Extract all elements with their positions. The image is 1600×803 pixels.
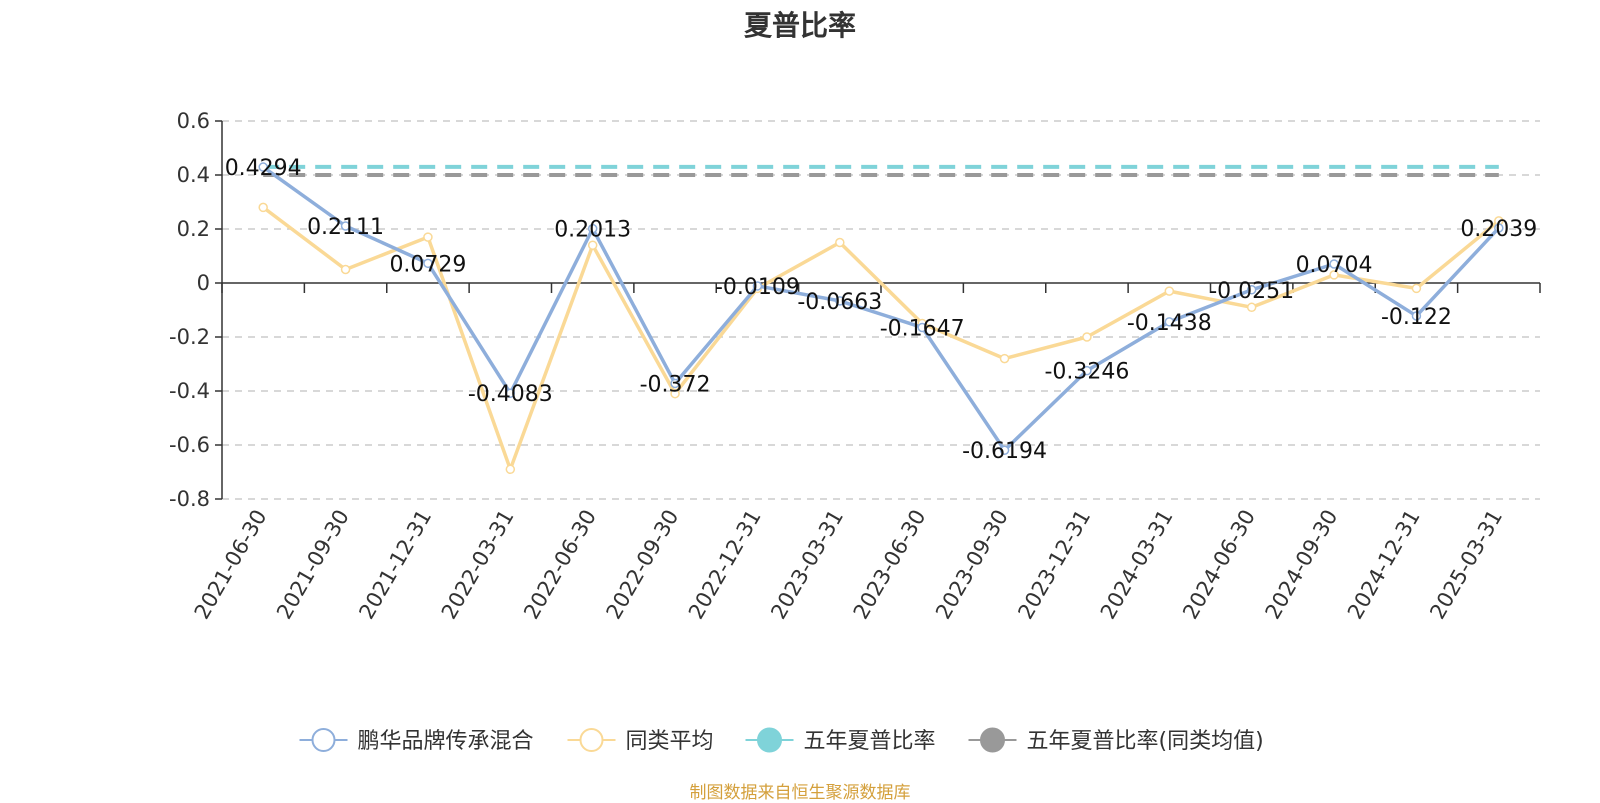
x-tick-label: 2025-03-31 — [1425, 506, 1507, 624]
x-tick-label: 2024-03-31 — [1096, 506, 1178, 624]
data-point — [1329, 259, 1339, 269]
x-tick-label: 2024-12-31 — [1343, 506, 1425, 624]
legend-label: 五年夏普比率 — [804, 729, 936, 754]
y-tick-label: -0.4 — [169, 379, 210, 403]
legend-item[interactable]: 五年夏普比率 — [745, 727, 936, 754]
y-tick-label: -0.6 — [169, 433, 210, 457]
data-point — [1082, 365, 1092, 376]
data-label: -0.1438 — [1127, 311, 1212, 336]
legend-item[interactable]: 五年夏普比率(同类均值) — [968, 727, 1264, 754]
data-point — [1246, 302, 1257, 313]
data-point — [423, 258, 433, 269]
data-point — [835, 296, 845, 306]
series-line — [262, 165, 1501, 452]
legend-marker — [579, 728, 604, 752]
x-tick-label: 2023-09-30 — [931, 506, 1013, 624]
data-point — [340, 264, 351, 275]
y-tick-label: -0.8 — [169, 487, 210, 511]
data-point — [258, 202, 268, 213]
data-point — [1164, 286, 1175, 296]
x-tick-label: 2021-06-30 — [190, 506, 272, 624]
data-point — [917, 322, 927, 333]
data-point — [423, 232, 433, 242]
data-point — [1411, 283, 1422, 294]
legend-label: 鹏华品牌传承混合 — [358, 729, 534, 754]
series-line — [262, 206, 1500, 472]
x-tick-label: 2023-06-30 — [849, 506, 931, 624]
legend-marker — [311, 728, 336, 752]
chart-title: 夏普比率 — [743, 9, 856, 42]
x-tick-label: 2022-09-30 — [602, 506, 684, 624]
grid-lines — [222, 120, 1540, 500]
legend[interactable]: 鹏华品牌传承混合 同类平均 五年夏普比率 五年夏普比率(同类均值) — [299, 727, 1264, 754]
data-point — [835, 237, 845, 248]
data-label: 0.2039 — [1460, 217, 1537, 242]
y-tick-label: 0.4 — [177, 163, 210, 187]
x-tick-label: 2024-09-30 — [1261, 506, 1343, 624]
data-point — [587, 240, 598, 250]
legend-label: 五年夏普比率(同类均值) — [1027, 729, 1264, 754]
legend-marker — [757, 727, 782, 753]
x-tick-label: 2023-12-31 — [1013, 506, 1095, 624]
x-tick-label: 2023-03-31 — [766, 506, 848, 624]
source-note: 制图数据来自恒生聚源数据库 — [689, 783, 911, 803]
reference-lines — [263, 164, 1499, 177]
legend-item[interactable]: 同类平均 — [567, 728, 714, 754]
y-tick-label: 0 — [197, 271, 210, 295]
data-label: 0.4294 — [225, 156, 302, 181]
data-label: -0.0663 — [797, 290, 882, 315]
y-tick-label: -0.2 — [169, 325, 210, 349]
data-label: -0.0251 — [1209, 279, 1294, 304]
x-tick-label: 2022-06-30 — [519, 506, 601, 624]
data-label: -0.3246 — [1044, 360, 1129, 385]
data-label: 0.2013 — [554, 218, 631, 243]
data-point — [505, 388, 516, 398]
data-label: -0.0109 — [715, 275, 800, 300]
data-point — [1494, 223, 1504, 233]
data-point — [999, 353, 1010, 364]
data-label: -0.1647 — [880, 316, 965, 341]
x-tick-label: 2021-09-30 — [272, 506, 354, 624]
y-tick-label: 0.2 — [177, 217, 210, 241]
data-point — [505, 464, 516, 475]
x-tick-label: 2021-12-31 — [354, 506, 436, 624]
legend-marker — [980, 727, 1005, 753]
data-point — [1329, 270, 1339, 280]
legend-label: 同类平均 — [626, 729, 714, 754]
y-tick-label: 0.6 — [177, 109, 210, 133]
data-point — [1246, 285, 1257, 295]
x-tick-label: 2022-03-31 — [437, 506, 519, 624]
data-label: 0.0729 — [389, 252, 466, 277]
data-point — [1164, 317, 1175, 327]
data-label: -0.372 — [640, 372, 711, 397]
data-point — [999, 445, 1010, 455]
data-point — [587, 223, 598, 234]
x-tick-label: 2024-06-30 — [1178, 506, 1260, 624]
data-point — [258, 162, 268, 172]
data-label: 0.2111 — [307, 215, 384, 240]
data-label: -0.4083 — [468, 382, 553, 407]
data-label: 0.0704 — [1296, 253, 1373, 278]
x-tick-label: 2022-12-31 — [684, 506, 766, 624]
data-point — [670, 388, 680, 399]
legend-item[interactable]: 鹏华品牌传承混合 — [299, 728, 534, 754]
data-point — [670, 378, 680, 389]
data-point — [752, 281, 763, 291]
series-lines — [258, 162, 1504, 475]
data-label: -0.6194 — [962, 439, 1047, 464]
data-point — [1411, 311, 1422, 321]
data-label: -0.122 — [1381, 305, 1452, 330]
data-point — [1082, 332, 1092, 342]
data-point — [340, 221, 351, 231]
